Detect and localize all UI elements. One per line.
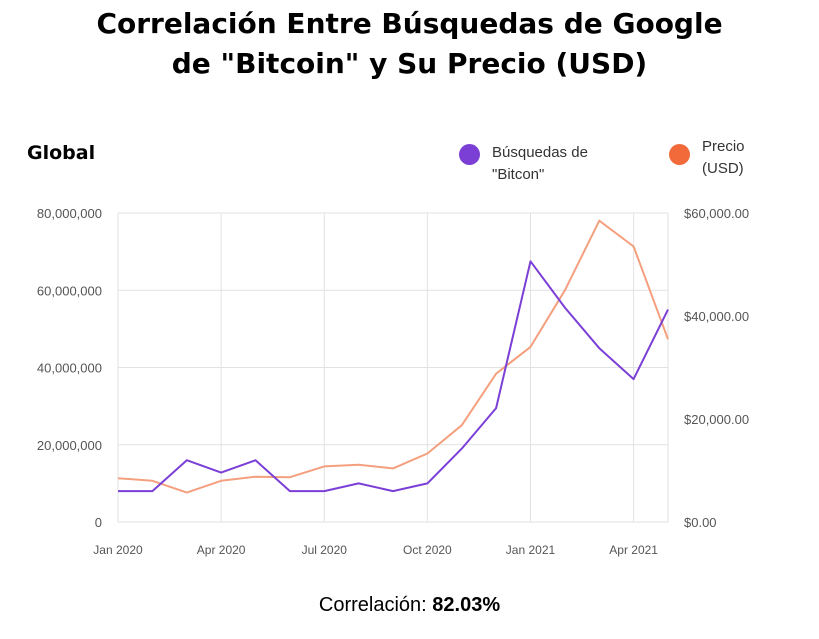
right-tick-label: $40,000.00 xyxy=(684,309,749,324)
left-tick-label: 60,000,000 xyxy=(37,283,102,298)
chart-grid xyxy=(117,212,669,523)
line-chart: 0 20,000,000 40,000,000 60,000,000 80,000,00… xyxy=(37,206,749,557)
series-line-searches xyxy=(118,260,669,493)
correlation-readout: Correlación: 82.03% xyxy=(0,594,819,617)
x-tick-label: Jan 2020 xyxy=(93,543,143,557)
chart-title: Correlación Entre Búsquedas de Google de… xyxy=(0,4,819,84)
legend-swatch-searches xyxy=(459,144,480,165)
title-line-1: Correlación Entre Búsquedas de Google xyxy=(96,7,723,40)
x-tick-label: Jul 2020 xyxy=(302,543,348,557)
region-label: Global xyxy=(27,142,96,164)
legend-label-searches: Búsquedas de "Bitcon" xyxy=(492,144,588,183)
x-tick-label: Apr 2021 xyxy=(609,543,658,557)
legend-label-price: Precio (USD) xyxy=(702,138,745,177)
series-line-price xyxy=(117,219,669,494)
right-axis-ticks: $0.00 $20,000.00 $40,000.00 $60,000.00 xyxy=(684,206,749,530)
title-line-2: de "Bitcoin" y Su Precio (USD) xyxy=(171,47,648,80)
left-tick-label: 40,000,000 xyxy=(37,361,102,376)
x-tick-label: Jan 2021 xyxy=(506,543,556,557)
x-tick-label: Oct 2020 xyxy=(403,543,452,557)
x-axis-ticks: Jan 2020 Apr 2020 Jul 2020 Oct 2020 Jan 2021… xyxy=(93,543,658,557)
left-tick-label: 20,000,000 xyxy=(37,438,102,453)
legend-item-price: Precio (USD) xyxy=(669,136,745,180)
correlation-label: Correlación: xyxy=(318,594,427,616)
correlation-value: 82.03% xyxy=(432,594,501,616)
right-tick-label: $0.00 xyxy=(684,515,717,530)
left-tick-label: 0 xyxy=(95,515,102,530)
legend-swatch-price xyxy=(669,144,690,165)
x-tick-label: Apr 2020 xyxy=(197,543,246,557)
left-tick-label: 80,000,000 xyxy=(37,206,102,221)
left-axis-ticks: 0 20,000,000 40,000,000 60,000,000 80,000,00… xyxy=(37,206,102,530)
legend-item-searches: Búsquedas de "Bitcon" xyxy=(459,142,588,186)
right-tick-label: $20,000.00 xyxy=(684,412,749,427)
chart-series xyxy=(117,219,669,494)
right-tick-label: $60,000.00 xyxy=(684,206,749,221)
